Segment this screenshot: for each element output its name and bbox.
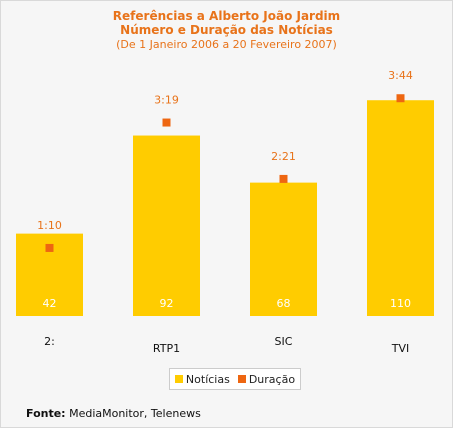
duration-label-1: 3:19 — [154, 94, 179, 107]
bar-3 — [367, 100, 434, 316]
duration-label-3: 3:44 — [388, 69, 413, 82]
duration-label-2: 2:21 — [271, 150, 296, 163]
chart-title-line-2: Número e Duração das Notícias — [120, 23, 333, 37]
duration-marker-1 — [162, 118, 171, 127]
legend-item-noticias: Notícias — [174, 372, 230, 386]
legend-label-duracao: Duração — [248, 372, 296, 386]
category-label-1: RTP1 — [153, 342, 180, 355]
bar-value-label-1: 92 — [160, 297, 174, 310]
duration-label-0: 1:10 — [37, 219, 62, 232]
legend-item-duracao: Duração — [237, 372, 296, 386]
category-label-3: TVI — [391, 342, 410, 355]
category-label-0: 2: — [44, 335, 55, 348]
legend-swatch-duracao — [237, 375, 246, 383]
bar-value-label-2: 68 — [277, 297, 291, 310]
chart-subtitle: (De 1 Janeiro 2006 a 20 Fevereiro 2007) — [116, 38, 337, 51]
chart-legend: Notícias Duração — [169, 368, 301, 390]
bar-2 — [250, 182, 317, 316]
bar-value-label-0: 42 — [43, 297, 57, 310]
bar-1 — [133, 135, 200, 316]
source-label: Fonte: — [26, 407, 66, 420]
bar-chart: 42 1:10 2: 92 3:19 RTP1 68 2:21 SIC 110 3:44 TVI — [16, 69, 434, 355]
legend-label-noticias: Notícias — [185, 372, 230, 386]
source-note: Fonte: MediaMonitor, Telenews — [26, 407, 201, 420]
source-text: MediaMonitor, Telenews — [69, 407, 201, 420]
chart-title: Referências a Alberto João Jardim — [112, 9, 341, 23]
legend-swatch-noticias — [174, 375, 183, 383]
duration-marker-2 — [279, 174, 288, 183]
bar-value-label-3: 110 — [390, 297, 411, 310]
duration-marker-0 — [45, 243, 54, 252]
category-label-2: SIC — [275, 335, 293, 348]
duration-marker-3 — [396, 94, 405, 103]
